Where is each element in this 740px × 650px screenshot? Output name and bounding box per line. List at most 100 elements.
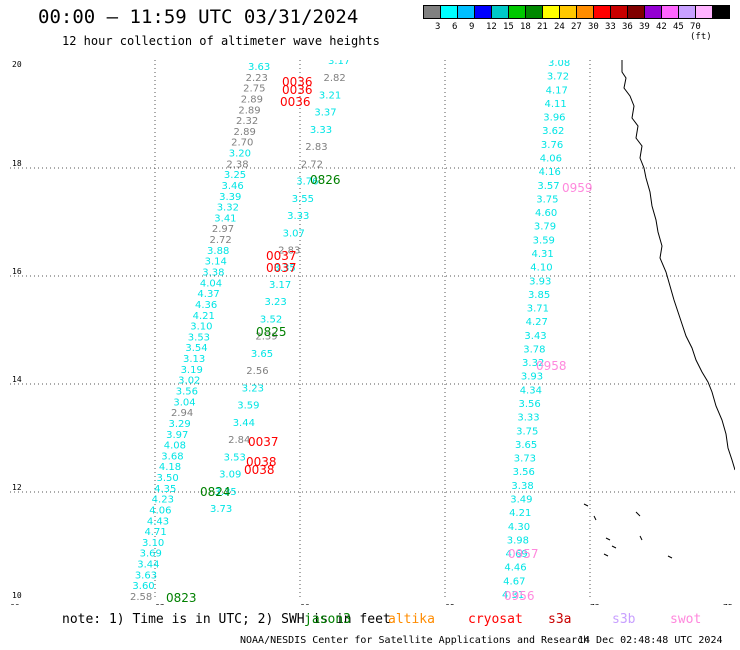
y-tick-label: 14: [12, 375, 22, 384]
track-b-value: 2.56: [246, 366, 268, 377]
colorbar-label: 3: [435, 22, 441, 32]
track-c-value: 4.67: [503, 576, 525, 587]
colorbar-swatch: [644, 5, 662, 19]
track-c-values: 3.08 3.72 4.17 4.11 3.96 3.62 3.76 4.06 4.16 3.57…: [502, 60, 570, 601]
track-a-value: 3.14: [205, 257, 227, 268]
track-c-value: 4.34: [520, 385, 542, 396]
map-grid: [10, 60, 735, 600]
track-c-value: 4.06: [540, 153, 562, 164]
colorbar-label: 21: [537, 22, 548, 32]
satellite-legend-altika: altika: [388, 612, 435, 627]
track-c-value: 4.31: [531, 249, 553, 260]
track-a-value: 2.97: [212, 224, 234, 235]
track-a-value: 3.44: [137, 560, 159, 571]
track-c-value: 4.11: [544, 99, 566, 110]
page-title: 00:00 – 11:59 UTC 03/31/2024: [38, 6, 359, 28]
y-tick-label: 20: [12, 60, 22, 69]
track-c-value: 3.73: [514, 454, 536, 465]
islands: [583, 503, 673, 559]
track-c-value: 4.60: [535, 208, 557, 219]
track-c-value: 3.75: [516, 426, 538, 437]
track-b-values: 3.17 2.82 3.21 3.37 3.33 2.83 2.72 3.76 3.55 3.33…: [210, 60, 350, 515]
colorbar-swatch: [695, 5, 713, 19]
track-c-value: 4.17: [546, 85, 568, 96]
pass-time-label: 0036: [282, 83, 313, 97]
track-a-value: 4.71: [144, 527, 166, 538]
track-b-value: 3.76: [296, 177, 318, 188]
colorbar-label: 30: [588, 22, 599, 32]
track-a-value: 3.25: [224, 170, 246, 181]
track-b-value: 3.33: [310, 125, 332, 136]
track-a-value: 3.41: [214, 213, 236, 224]
colorbar-swatch: [457, 5, 475, 19]
track-a-value: 2.58: [130, 592, 152, 603]
pass-time-labels: 0036003600360826003700370825003700380038…: [166, 75, 593, 605]
track-b-value: 3.17: [328, 60, 350, 67]
track-b-value: 3.09: [219, 470, 241, 481]
colorbar-swatch: [712, 5, 730, 19]
colorbar-label: 18: [520, 22, 531, 32]
track-a-value: 2.72: [209, 235, 231, 246]
colorbar-label: 70 (ft): [690, 22, 712, 42]
y-tick-label: 10: [12, 591, 22, 600]
track-c-value: 3.59: [533, 235, 555, 246]
track-b-value: 2.83: [305, 142, 327, 153]
track-a-value: 2.94: [171, 408, 193, 419]
x-tick-label: 66: [300, 603, 310, 605]
track-c-value: 3.56: [513, 467, 535, 478]
colorbar-swatch: [423, 5, 441, 19]
pass-time-label: 0038: [246, 455, 277, 469]
colorbar-label: 9: [469, 22, 475, 32]
track-c-value: 4.69: [506, 549, 528, 560]
track-c-value: 3.56: [519, 399, 541, 410]
colorbar-label: 27: [571, 22, 582, 32]
track-b-value: 2.72: [301, 159, 323, 170]
colorbar-label: 24: [554, 22, 565, 32]
colorbar-swatch: [440, 5, 458, 19]
track-a-value: 3.46: [222, 181, 244, 192]
track-c-value: 4.31: [502, 590, 524, 601]
track-b-value: 3.59: [237, 401, 259, 412]
track-c-value: 3.96: [543, 113, 565, 124]
track-b-value: 3.73: [210, 504, 232, 515]
track-b-value: 3.65: [251, 349, 273, 360]
colorbar-swatch: [661, 5, 679, 19]
colorbar-swatch: [576, 5, 594, 19]
colorbar-label: 39: [639, 22, 650, 32]
track-c-value: 4.16: [539, 167, 561, 178]
track-b-value: 2.82: [323, 73, 345, 84]
track-c-value: 4.10: [530, 263, 552, 274]
track-c-value: 3.65: [515, 440, 537, 451]
track-c-value: 3.08: [548, 60, 570, 69]
pass-time-label: 0957: [508, 547, 539, 561]
track-a-value: 4.43: [147, 516, 169, 527]
track-a-values: 3.632.232.752.892.892.322.892.703.202.38…: [130, 62, 270, 603]
track-a-value: 3.04: [173, 397, 195, 408]
colorbar-swatch: [491, 5, 509, 19]
colorbar-swatch: [474, 5, 492, 19]
track-a-value: 4.35: [154, 484, 176, 495]
track-c-value: 3.38: [511, 481, 533, 492]
track-b-value: 3.35: [274, 263, 296, 274]
track-b-value: 3.23: [242, 383, 264, 394]
pass-time-label: 0036: [280, 95, 311, 109]
track-a-value: 4.37: [197, 289, 219, 300]
satellite-legend-jason3: jason3: [304, 612, 351, 627]
colorbar-label: 15: [503, 22, 514, 32]
x-tick-label: 60: [10, 603, 20, 605]
track-c-value: 3.71: [527, 304, 549, 315]
satellite-legend-cryosat: cryosat: [468, 612, 523, 627]
satellite-legend-s3b: s3b: [612, 612, 636, 627]
colorbar-swatch: [525, 5, 543, 19]
credit-line: NOAA/NESDIS Center for Satellite Applica…: [240, 635, 590, 646]
track-c-value: 4.30: [508, 522, 530, 533]
track-a-value: 3.88: [207, 246, 229, 257]
track-b-value: 2.39: [255, 332, 277, 343]
colorbar-label: 6: [452, 22, 458, 32]
track-a-value: 3.38: [202, 268, 224, 279]
colorbar-swatch: [678, 5, 696, 19]
track-a-value: 3.54: [185, 343, 207, 354]
track-b-value: 3.33: [287, 211, 309, 222]
pass-time-label: 0824: [200, 485, 231, 499]
track-c-value: 4.21: [509, 508, 531, 519]
